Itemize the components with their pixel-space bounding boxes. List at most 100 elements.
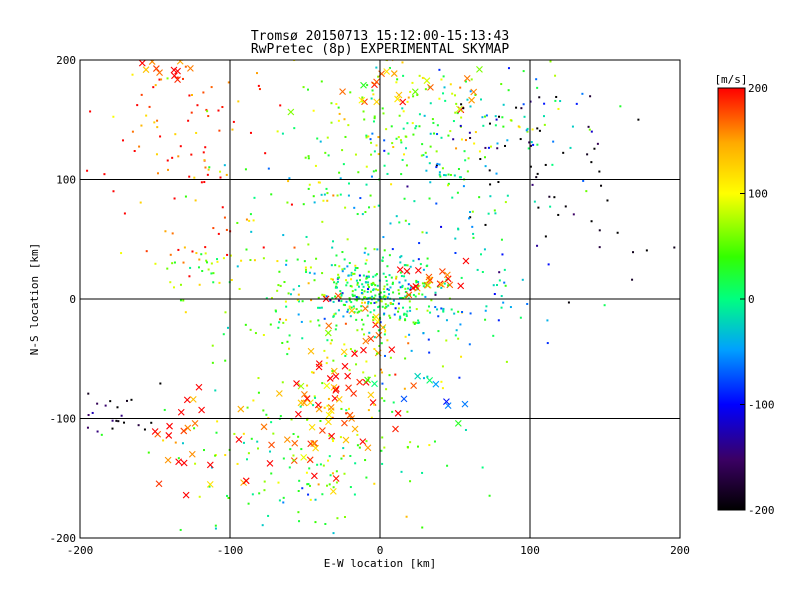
data-point [166, 159, 169, 162]
data-point [442, 92, 445, 95]
data-point [417, 280, 420, 283]
data-point-cross [356, 378, 364, 386]
data-point [497, 319, 500, 322]
data-point [279, 104, 282, 107]
data-point [204, 166, 207, 169]
data-point [400, 173, 403, 176]
data-point [221, 106, 224, 109]
data-point [369, 138, 372, 141]
data-point [335, 324, 338, 327]
data-point [297, 293, 300, 296]
data-point [308, 467, 311, 470]
data-point [533, 200, 536, 203]
data-point [460, 116, 463, 119]
data-point [360, 309, 363, 312]
data-point [208, 485, 211, 488]
data-point [385, 128, 388, 131]
data-point [409, 286, 412, 289]
data-point [193, 176, 196, 179]
data-point [387, 304, 390, 307]
data-point [365, 440, 368, 443]
data-point [542, 115, 545, 118]
data-point [417, 319, 420, 322]
data-point [365, 360, 368, 363]
data-point-cross [266, 460, 274, 467]
data-point [598, 229, 601, 232]
data-point [401, 107, 404, 110]
data-point [281, 381, 284, 384]
data-point [569, 146, 572, 149]
data-point [212, 272, 215, 275]
data-point [496, 147, 499, 150]
data-point [288, 334, 291, 337]
data-point [476, 268, 479, 271]
data-point [481, 466, 484, 469]
data-point [436, 308, 439, 311]
y-tick-label: 0 [69, 293, 76, 306]
data-point [383, 446, 386, 449]
data-point [455, 329, 458, 332]
data-point [173, 197, 176, 200]
data-point [447, 284, 450, 287]
data-point [492, 334, 495, 337]
data-point-cross [297, 399, 305, 407]
data-point [380, 397, 383, 400]
data-point [337, 276, 340, 279]
data-point [390, 183, 393, 186]
data-point [256, 440, 259, 443]
data-point [249, 328, 252, 331]
data-point [330, 264, 333, 267]
data-point [404, 287, 407, 290]
data-point [427, 338, 430, 341]
data-point [344, 322, 347, 325]
data-point [493, 293, 496, 296]
data-point [401, 61, 404, 64]
data-point [304, 156, 307, 159]
data-point [334, 328, 337, 331]
data-point [131, 130, 134, 133]
data-point [344, 304, 347, 307]
data-point [251, 493, 254, 496]
data-point [398, 114, 401, 117]
data-point [554, 99, 557, 102]
data-point [173, 261, 176, 264]
data-point-cross [142, 66, 150, 74]
data-point [229, 54, 231, 56]
data-point [123, 421, 126, 424]
data-point [198, 283, 201, 286]
data-point [500, 83, 503, 86]
data-point [348, 299, 351, 302]
data-point [86, 426, 89, 429]
data-point [383, 294, 386, 297]
data-point [312, 109, 315, 112]
data-point [325, 187, 328, 190]
data-point [288, 347, 291, 350]
data-point [369, 311, 372, 314]
data-point [240, 259, 243, 262]
data-point [125, 57, 127, 59]
data-point [379, 297, 382, 300]
data-point [354, 462, 357, 465]
data-point [349, 91, 352, 94]
data-point [532, 143, 535, 146]
data-point [204, 246, 207, 249]
data-point [310, 299, 313, 302]
data-point [501, 253, 504, 256]
data-point [367, 253, 370, 256]
data-point [367, 302, 370, 305]
data-point [399, 271, 402, 274]
data-point [281, 341, 284, 344]
data-point [401, 286, 404, 289]
data-point [326, 356, 329, 359]
data-point [350, 271, 353, 274]
data-point [440, 286, 443, 289]
data-point [585, 190, 588, 193]
data-point [379, 291, 382, 294]
data-point [150, 421, 153, 424]
data-point [282, 457, 285, 460]
data-point [401, 297, 404, 300]
data-point [277, 284, 280, 287]
data-point [347, 274, 350, 277]
data-point [345, 279, 348, 282]
data-point [377, 204, 380, 207]
